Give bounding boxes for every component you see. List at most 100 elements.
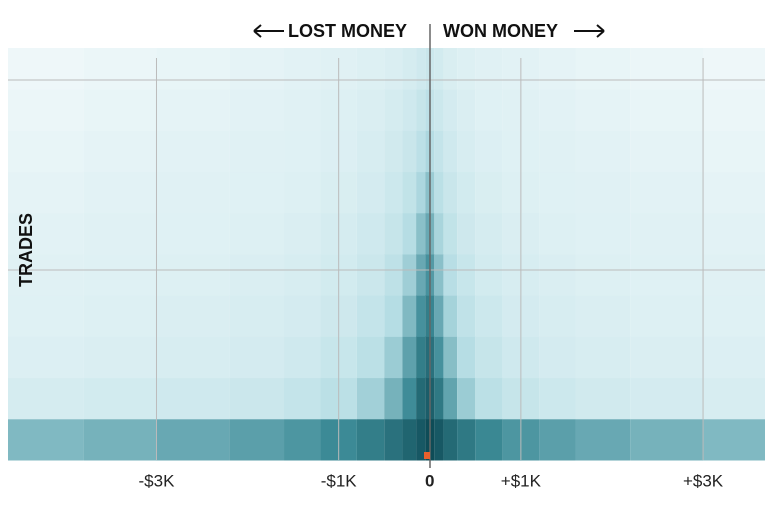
cell — [8, 418, 84, 461]
cell — [429, 130, 435, 173]
cell — [703, 254, 765, 296]
cell — [402, 254, 417, 296]
cell — [229, 130, 285, 173]
cell — [434, 48, 444, 90]
cell — [457, 336, 476, 379]
cell — [384, 377, 403, 420]
cell — [284, 89, 321, 131]
cell — [384, 254, 403, 296]
cell — [156, 295, 230, 337]
cell — [156, 171, 230, 214]
cell — [229, 89, 285, 131]
cell — [416, 212, 426, 255]
cell — [416, 295, 426, 337]
cell — [630, 418, 704, 461]
cell — [457, 48, 476, 90]
cell — [443, 171, 458, 214]
cell — [83, 295, 157, 337]
cell — [429, 295, 435, 337]
cell — [630, 130, 704, 173]
annotation: LOST MONEY — [288, 21, 407, 41]
cell — [575, 418, 631, 461]
cell — [425, 130, 430, 173]
cell — [429, 171, 435, 214]
cell — [356, 295, 385, 337]
cell — [575, 336, 631, 379]
cell — [703, 336, 765, 379]
cell — [402, 89, 417, 131]
cell — [457, 171, 476, 214]
cell — [475, 377, 503, 420]
cell — [475, 130, 503, 173]
cell — [457, 295, 476, 337]
cell — [425, 418, 430, 461]
cell — [457, 377, 476, 420]
cell — [425, 89, 430, 131]
cell — [443, 89, 458, 131]
cell — [539, 295, 576, 337]
cell — [429, 212, 435, 255]
cell — [229, 377, 285, 420]
cell — [630, 254, 704, 296]
cell — [630, 377, 704, 420]
cell — [284, 254, 321, 296]
highlight-cell — [424, 452, 430, 459]
cell — [402, 377, 417, 420]
cell — [630, 48, 704, 90]
cell — [425, 171, 430, 214]
cell — [703, 295, 765, 337]
cell — [539, 48, 576, 90]
cell — [475, 212, 503, 255]
y-axis-label: TRADES — [16, 213, 36, 287]
cell — [356, 336, 385, 379]
cell — [8, 130, 84, 173]
cell — [384, 295, 403, 337]
cell — [575, 48, 631, 90]
cell — [356, 418, 385, 461]
cell — [475, 254, 503, 296]
cell — [539, 254, 576, 296]
x-tick-label: +$3K — [683, 471, 724, 490]
cell — [156, 336, 230, 379]
cell — [539, 418, 576, 461]
cell — [8, 89, 84, 131]
cell — [429, 418, 435, 461]
cell — [416, 89, 426, 131]
cell — [425, 212, 430, 255]
cell — [434, 377, 444, 420]
cell — [229, 418, 285, 461]
cell — [284, 295, 321, 337]
cell — [156, 48, 230, 90]
cell — [83, 48, 157, 90]
cell — [284, 212, 321, 255]
cell — [443, 254, 458, 296]
cell — [384, 48, 403, 90]
cell — [475, 418, 503, 461]
cell — [156, 212, 230, 255]
cell — [416, 48, 426, 90]
cell — [457, 212, 476, 255]
cell — [703, 377, 765, 420]
cell — [416, 171, 426, 214]
cell — [356, 130, 385, 173]
x-tick-label: -$3K — [139, 471, 176, 490]
cell — [83, 212, 157, 255]
cell — [356, 377, 385, 420]
cell — [156, 130, 230, 173]
arrow-left — [253, 24, 284, 38]
cell — [630, 171, 704, 214]
cell — [284, 377, 321, 420]
cell — [402, 171, 417, 214]
cell — [703, 418, 765, 461]
cell — [356, 89, 385, 131]
cell — [83, 171, 157, 214]
cell — [630, 295, 704, 337]
cell — [83, 130, 157, 173]
cell — [434, 212, 444, 255]
cell — [539, 377, 576, 420]
cell — [402, 212, 417, 255]
cell — [429, 89, 435, 131]
x-tick-label: +$1K — [501, 471, 542, 490]
cell — [434, 89, 444, 131]
cell — [356, 171, 385, 214]
